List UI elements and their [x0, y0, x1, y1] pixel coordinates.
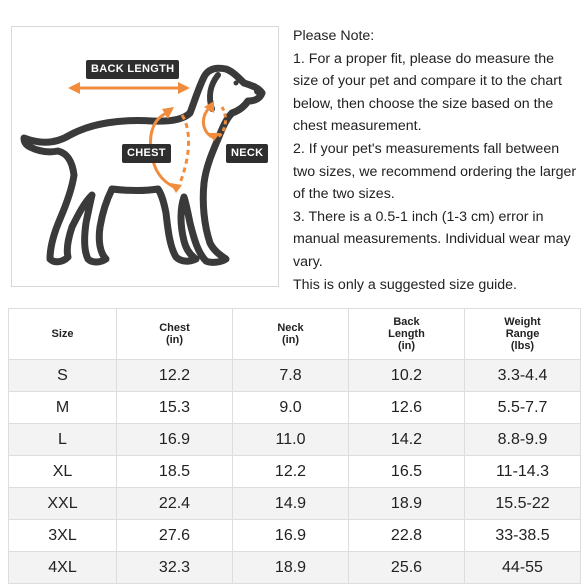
header-size: Size — [8, 308, 117, 360]
cell-chest: 15.3 — [116, 391, 233, 424]
back-length-label: BACK LENGTH — [86, 60, 180, 79]
notes-footer: This is only a suggested size guide. — [293, 276, 517, 293]
note-item-3: 3. There is a 0.5-1 inch (1-3 cm) error … — [293, 208, 571, 270]
table-row: 3XL 27.6 16.9 22.8 33-38.5 — [8, 519, 581, 552]
cell-chest: 22.4 — [116, 487, 233, 520]
cell-weight-range: 15.5-22 — [464, 487, 581, 520]
cell-weight-range: 11-14.3 — [464, 455, 581, 488]
cell-weight-range: 5.5-7.7 — [464, 391, 581, 424]
table-row: XL 18.5 12.2 16.5 11-14.3 — [8, 455, 581, 488]
table-header-row: Size Chest (in) Neck (in) Back Length (i… — [8, 308, 581, 360]
header-back-length: Back Length (in) — [348, 308, 465, 360]
table-row: XXL 22.4 14.9 18.9 15.5-22 — [8, 487, 581, 520]
cell-weight-range: 8.8-9.9 — [464, 423, 581, 456]
cell-neck: 11.0 — [232, 423, 349, 456]
note-item-1: 1. For a proper fit, please do measure t… — [293, 50, 562, 135]
cell-neck: 16.9 — [232, 519, 349, 552]
cell-weight-range: 33-38.5 — [464, 519, 581, 552]
size-chart-table: Size Chest (in) Neck (in) Back Length (i… — [8, 308, 581, 584]
dog-eye — [233, 80, 239, 86]
dog-nose — [254, 87, 262, 95]
cell-size: XL — [8, 455, 117, 488]
notes-heading: Please Note: — [293, 28, 375, 44]
cell-neck: 7.8 — [232, 359, 349, 392]
cell-neck: 18.9 — [232, 551, 349, 584]
table-row: 4XL 32.3 18.9 25.6 44-55 — [8, 551, 581, 584]
size-notes: Please Note: 1. For a proper fit, please… — [293, 25, 581, 296]
cell-back-length: 18.9 — [348, 487, 465, 520]
neck-label: NECK — [226, 144, 269, 163]
cell-size: M — [8, 391, 117, 424]
neck-measure-loop — [202, 101, 227, 141]
cell-back-length: 25.6 — [348, 551, 465, 584]
back-length-arrow — [68, 82, 190, 94]
cell-neck: 14.9 — [232, 487, 349, 520]
chest-label: CHEST — [122, 144, 171, 163]
cell-size: 3XL — [8, 519, 117, 552]
cell-size: S — [8, 359, 117, 392]
cell-back-length: 12.6 — [348, 391, 465, 424]
table-row: M 15.3 9.0 12.6 5.5-7.7 — [8, 391, 581, 424]
table-row: L 16.9 11.0 14.2 8.8-9.9 — [8, 423, 581, 456]
dog-measurement-diagram: BACK LENGTH CHEST NECK — [11, 26, 279, 287]
header-weight-range: Weight Range (lbs) — [464, 308, 581, 360]
dog-silhouette — [20, 64, 266, 266]
header-neck: Neck (in) — [232, 308, 349, 360]
cell-chest: 16.9 — [116, 423, 233, 456]
cell-size: XXL — [8, 487, 117, 520]
cell-back-length: 22.8 — [348, 519, 465, 552]
cell-chest: 18.5 — [116, 455, 233, 488]
cell-size: 4XL — [8, 551, 117, 584]
cell-weight-range: 3.3-4.4 — [464, 359, 581, 392]
cell-back-length: 14.2 — [348, 423, 465, 456]
cell-size: L — [8, 423, 117, 456]
cell-back-length: 16.5 — [348, 455, 465, 488]
cell-chest: 27.6 — [116, 519, 233, 552]
cell-weight-range: 44-55 — [464, 551, 581, 584]
note-item-2: 2. If your pet's measurements fall betwe… — [293, 140, 577, 203]
cell-chest: 12.2 — [116, 359, 233, 392]
table-row: S 12.2 7.8 10.2 3.3-4.4 — [8, 359, 581, 392]
cell-neck: 12.2 — [232, 455, 349, 488]
header-chest: Chest (in) — [116, 308, 233, 360]
cell-back-length: 10.2 — [348, 359, 465, 392]
cell-chest: 32.3 — [116, 551, 233, 584]
cell-neck: 9.0 — [232, 391, 349, 424]
